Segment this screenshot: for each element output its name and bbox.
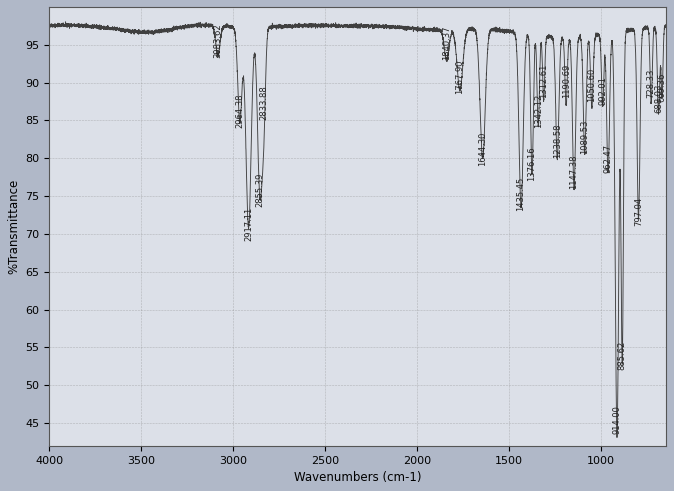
Text: 2964.38: 2964.38 <box>235 93 245 128</box>
Text: 992.01: 992.01 <box>598 77 607 105</box>
X-axis label: Wavenumbers (cm-1): Wavenumbers (cm-1) <box>294 471 421 484</box>
Text: 1435.45: 1435.45 <box>516 177 526 211</box>
Text: 2917.11: 2917.11 <box>244 207 253 242</box>
Text: 669.36: 669.36 <box>658 72 667 102</box>
Text: 1312.61: 1312.61 <box>539 63 548 98</box>
Text: 1767.90: 1767.90 <box>456 59 464 94</box>
Text: 1089.53: 1089.53 <box>580 120 589 155</box>
Text: 1376.16: 1376.16 <box>528 146 537 181</box>
Text: 885.62: 885.62 <box>618 341 627 370</box>
Text: 1644.30: 1644.30 <box>478 132 487 166</box>
Text: 728.33: 728.33 <box>646 68 656 98</box>
Text: 962.47: 962.47 <box>604 144 613 173</box>
Text: 688.03: 688.03 <box>654 83 663 113</box>
Text: 1147.38: 1147.38 <box>570 154 578 189</box>
Text: 2855.39: 2855.39 <box>255 173 264 207</box>
Text: 1238.58: 1238.58 <box>553 124 562 158</box>
Text: 3083.62: 3083.62 <box>214 24 222 58</box>
Text: 1840.37: 1840.37 <box>442 26 451 60</box>
Y-axis label: %Transmittance: %Transmittance <box>7 179 20 274</box>
Text: 1050.60: 1050.60 <box>587 67 596 102</box>
Text: 1190.69: 1190.69 <box>561 63 571 98</box>
Text: 1342.12: 1342.12 <box>534 94 543 128</box>
Text: 914.00: 914.00 <box>613 406 621 435</box>
Text: 2833.88: 2833.88 <box>259 86 268 120</box>
Text: 797.04: 797.04 <box>634 197 643 226</box>
